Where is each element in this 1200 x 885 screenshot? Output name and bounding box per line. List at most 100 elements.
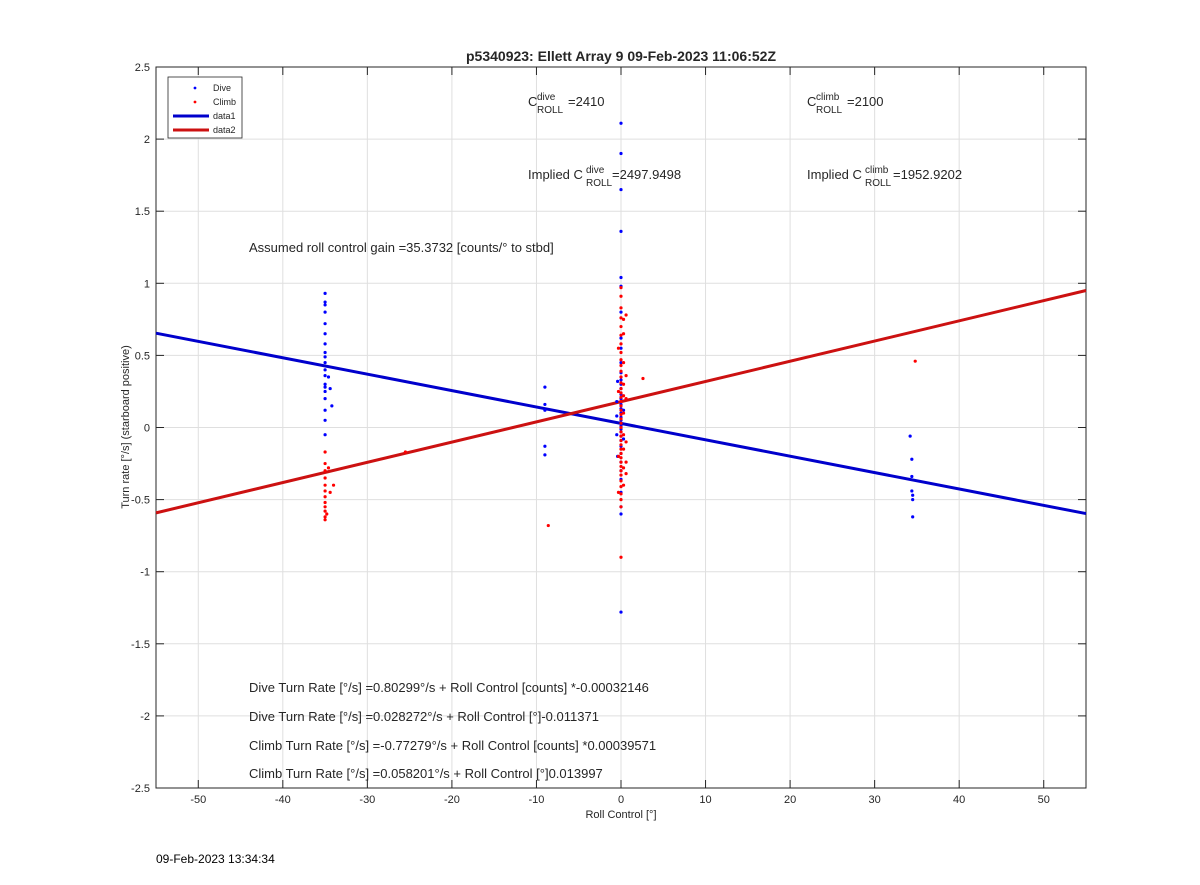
ticks: -50 -40 -30 -20 -10 0 10 20 30 40 50-2.5-2-1.5-1-0… bbox=[131, 62, 1086, 806]
chart-title: p5340923: Ellett Array 9 09-Feb-2023 11:… bbox=[466, 48, 776, 64]
svg-text:C: C bbox=[528, 94, 537, 109]
climb-point bbox=[323, 500, 327, 505]
y-tick-label: -2.5 bbox=[131, 783, 150, 795]
climb-point bbox=[619, 404, 623, 408]
climb-point bbox=[323, 495, 327, 499]
climb-degrees-equation: Climb Turn Rate [°/s] =0.058201°/s + Rol… bbox=[249, 766, 603, 781]
climb-point bbox=[619, 395, 623, 399]
dive-point bbox=[323, 291, 327, 295]
dive-point bbox=[619, 336, 623, 340]
climb-point bbox=[323, 509, 327, 513]
c-roll-dive-symbol: C bbox=[528, 94, 537, 109]
dive-point bbox=[323, 397, 327, 401]
climb-point bbox=[619, 412, 623, 417]
climb-point bbox=[619, 342, 623, 346]
implied-c-roll-climb-annotation: Implied C climb ROLL =1952.9202 bbox=[807, 165, 962, 189]
climb-point bbox=[616, 346, 621, 350]
climb-point bbox=[619, 358, 623, 362]
dive-point bbox=[323, 382, 327, 386]
climb-point bbox=[323, 476, 327, 480]
dive-point bbox=[323, 385, 327, 389]
climb-point bbox=[621, 361, 626, 365]
c-roll-dive-sup: dive bbox=[537, 92, 556, 103]
x-tick-label: 40 bbox=[953, 794, 965, 806]
series-layer bbox=[155, 121, 1087, 614]
dive-point bbox=[616, 379, 620, 383]
climb-point bbox=[619, 555, 623, 559]
dive-point bbox=[323, 373, 327, 378]
climb-point bbox=[619, 333, 623, 337]
dive-point bbox=[911, 493, 915, 497]
dive-point bbox=[615, 414, 619, 418]
implied-climb-sub: ROLL bbox=[865, 178, 892, 189]
climb-point bbox=[323, 515, 327, 519]
climb-point bbox=[621, 447, 626, 451]
dive-point bbox=[543, 408, 547, 412]
dive-point bbox=[328, 386, 332, 391]
implied-dive-sup: dive bbox=[586, 165, 605, 176]
print-timestamp: 09-Feb-2023 13:34:34 bbox=[156, 852, 275, 866]
dive-point bbox=[543, 444, 547, 448]
climb-point bbox=[323, 469, 327, 473]
dive-point bbox=[619, 378, 623, 382]
x-tick-label: -40 bbox=[275, 794, 291, 806]
y-tick-label: 0 bbox=[144, 423, 150, 435]
climb-point bbox=[619, 451, 623, 456]
dive-point bbox=[621, 437, 626, 441]
climb-point bbox=[616, 454, 621, 458]
dive-point bbox=[323, 408, 327, 412]
dive-point bbox=[330, 404, 334, 408]
climb-point bbox=[619, 492, 623, 496]
y-tick-label: -0.5 bbox=[131, 495, 150, 507]
x-tick-label: 10 bbox=[699, 794, 711, 806]
climb-point bbox=[619, 498, 623, 502]
climb-point bbox=[619, 438, 623, 443]
c-roll-climb-annotation: C climb ROLL =2100 bbox=[807, 92, 884, 116]
y-tick-label: 1 bbox=[144, 278, 150, 290]
climb-point bbox=[619, 306, 623, 310]
climb-point bbox=[619, 469, 623, 473]
climb-point bbox=[323, 489, 327, 493]
c-roll-dive-sub: ROLL bbox=[537, 105, 564, 116]
climb-point bbox=[619, 324, 623, 329]
climb-point bbox=[641, 376, 645, 381]
x-tick-label: 0 bbox=[618, 794, 624, 806]
dive-point bbox=[910, 474, 914, 479]
series-climb bbox=[323, 286, 917, 559]
dive-point bbox=[323, 310, 327, 314]
y-tick-label: 2.5 bbox=[135, 62, 150, 74]
climb-point bbox=[621, 332, 626, 336]
climb-point bbox=[403, 450, 408, 454]
implied-climb-prefix: Implied C bbox=[807, 167, 862, 182]
svg-text:C: C bbox=[807, 94, 816, 109]
dive-point bbox=[323, 332, 327, 336]
c-roll-climb-sub: ROLL bbox=[816, 105, 843, 116]
climb-point bbox=[619, 421, 623, 425]
dive-point bbox=[619, 610, 623, 614]
implied-dive-value: =2497.9498 bbox=[612, 167, 681, 182]
roll-gain-annotation: Assumed roll control gain =35.3732 [coun… bbox=[249, 240, 554, 255]
climb-point bbox=[331, 483, 336, 487]
climb-point bbox=[619, 443, 623, 447]
x-tick-label: -50 bbox=[190, 794, 206, 806]
climb-point bbox=[621, 483, 626, 487]
climb-point bbox=[624, 460, 628, 464]
dive-point bbox=[615, 399, 619, 404]
climb-point bbox=[619, 460, 623, 464]
implied-dive-sub: ROLL bbox=[586, 178, 613, 189]
climb-point bbox=[619, 369, 623, 373]
climb-point bbox=[619, 386, 623, 391]
climb-point bbox=[624, 440, 628, 444]
dive-point bbox=[323, 418, 327, 422]
y-tick-label: -1.5 bbox=[131, 639, 150, 651]
dive-point bbox=[910, 489, 914, 493]
c-roll-dive-value: =2410 bbox=[568, 94, 605, 109]
climb-point bbox=[619, 391, 623, 395]
y-tick-label: 0.5 bbox=[135, 350, 150, 362]
climb-counts-equation: Climb Turn Rate [°/s] =-0.77279°/s + Rol… bbox=[249, 738, 656, 753]
climb-point bbox=[624, 472, 628, 476]
x-tick-label: -20 bbox=[444, 794, 460, 806]
x-tick-label: 20 bbox=[784, 794, 796, 806]
dive-point bbox=[326, 375, 331, 379]
legend-label-data1: data1 bbox=[213, 111, 236, 121]
